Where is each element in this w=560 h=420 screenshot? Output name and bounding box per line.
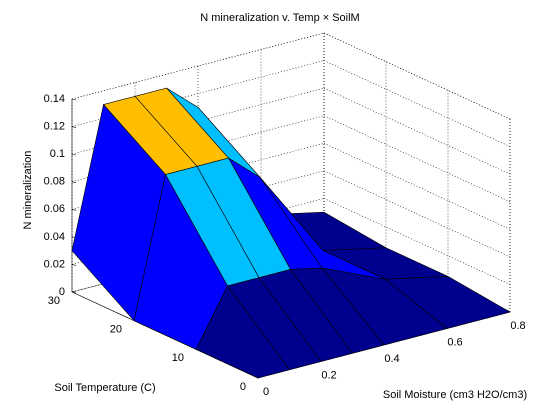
z-tick-label: 0.02 (44, 258, 65, 270)
z-tick (71, 126, 77, 128)
z-axis-label: N mineralization (22, 151, 34, 230)
grid-line (323, 32, 511, 120)
x-tick-label: 0.6 (447, 336, 462, 348)
x-tick-label: 0.4 (384, 353, 399, 365)
z-tick (71, 264, 77, 266)
z-tick (71, 153, 77, 156)
z-tick (71, 181, 77, 184)
x-tick-label: 0 (263, 386, 269, 398)
grid-line (323, 115, 511, 202)
z-tick (71, 208, 77, 211)
grid-line (323, 198, 511, 285)
z-tick-label: 0.06 (44, 203, 65, 215)
z-tick-label: 0.1 (50, 148, 65, 160)
z-tick-label: 0.12 (44, 120, 65, 132)
z-tick-label: 0.08 (44, 176, 65, 188)
z-tick-label: 0.04 (44, 231, 65, 243)
x-tick-label: 0.8 (510, 320, 525, 332)
x-tick-label: 0.2 (321, 369, 336, 381)
z-tick-label: 0.14 (44, 93, 65, 105)
y-tick-label: 0 (240, 381, 246, 393)
z-tick (71, 291, 77, 294)
z-tick (71, 98, 77, 101)
y-tick (71, 290, 77, 293)
y-tick-label: 10 (172, 352, 184, 364)
y-axis-label: Soil Temperature (C) (54, 382, 155, 394)
y-tick-label: 20 (110, 324, 122, 336)
grid-line (323, 87, 511, 175)
surface-face (195, 285, 291, 379)
z-tick-label: 0 (59, 286, 65, 298)
x-axis-label: Soil Moisture (cm3 H2O/cm3) (383, 389, 527, 401)
y-tick-label: 30 (48, 295, 60, 307)
grid-line (323, 170, 511, 258)
grid-line (323, 60, 511, 147)
chart-title: N mineralization v. Temp × SoilM (200, 12, 359, 24)
grid-line (323, 143, 511, 230)
